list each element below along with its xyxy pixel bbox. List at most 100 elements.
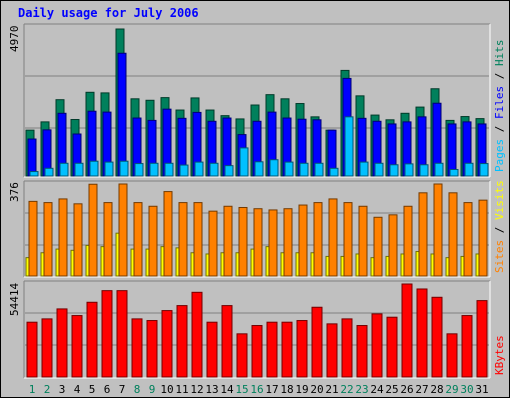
- x-tick-label: 31: [475, 383, 488, 396]
- sites-bar: [28, 200, 38, 277]
- sites-bar: [358, 205, 368, 277]
- legend-separator: /: [493, 66, 506, 86]
- pages-bar: [29, 171, 39, 177]
- sites-bar: [343, 202, 353, 277]
- sites-bar: [148, 205, 158, 277]
- pages-bar: [299, 162, 309, 177]
- pages-bar: [104, 161, 114, 177]
- sites-bar: [478, 199, 488, 277]
- pages-bar: [194, 161, 204, 177]
- kbytes-bar: [386, 316, 398, 378]
- x-tick-label: 11: [175, 383, 188, 396]
- kbytes-bar: [446, 333, 458, 378]
- kbytes-bar: [26, 321, 38, 378]
- sites-bar: [298, 204, 308, 277]
- y-max-label: 54414: [8, 283, 21, 316]
- kbytes-bar: [101, 290, 113, 378]
- chart-bars: [25, 28, 489, 378]
- sites-bar: [463, 202, 473, 277]
- pages-bar: [359, 161, 369, 177]
- kbytes-bar: [401, 283, 413, 378]
- files-bar: [27, 138, 37, 177]
- legend-pages: Pages: [493, 139, 506, 172]
- kbytes-bar: [56, 308, 68, 378]
- kbytes-bar: [371, 313, 383, 378]
- x-tick-label: 26: [400, 383, 413, 396]
- legend-separator: /: [493, 119, 506, 139]
- sites-bar: [223, 205, 233, 277]
- pages-bar: [224, 165, 234, 177]
- legend-kbytes: KBytes: [493, 335, 506, 375]
- pages-bar: [329, 167, 339, 177]
- kbytes-bar: [221, 305, 233, 378]
- sites-bar: [328, 198, 338, 277]
- pages-bar: [314, 162, 324, 177]
- pages-bar: [164, 162, 174, 177]
- x-tick-label: 13: [205, 383, 218, 396]
- sites-bar: [418, 192, 428, 277]
- kbytes-bar: [176, 305, 188, 378]
- kbytes-bar: [161, 310, 173, 378]
- sites-bar: [163, 191, 173, 277]
- x-tick-label: 21: [325, 383, 338, 396]
- pages-bar: [464, 162, 474, 177]
- y-max-label: 4970: [8, 26, 21, 53]
- x-tick-label: 1: [29, 383, 36, 396]
- kbytes-bar: [416, 288, 428, 378]
- x-tick-label: 6: [104, 383, 111, 396]
- sites-bar: [313, 202, 323, 277]
- kbytes-bar: [431, 296, 443, 378]
- pages-bar: [254, 161, 264, 177]
- legend: Sites / Visits: [493, 180, 506, 273]
- kbytes-bar: [131, 318, 143, 378]
- pages-bar: [44, 167, 54, 177]
- sites-bar: [88, 183, 98, 277]
- x-tick-label: 15: [235, 383, 248, 396]
- pages-bar: [134, 163, 144, 177]
- sites-bar: [433, 183, 443, 277]
- x-tick-label: 2: [44, 383, 51, 396]
- kbytes-bar: [281, 321, 293, 378]
- sites-bar: [193, 202, 203, 277]
- pages-bar: [389, 164, 399, 177]
- kbytes-bar: [116, 290, 128, 378]
- pages-bar: [119, 160, 129, 177]
- sites-bar: [133, 202, 143, 277]
- y-max-label: 376: [8, 182, 21, 202]
- kbytes-bar: [146, 320, 158, 378]
- sites-bar: [388, 214, 398, 277]
- x-tick-label: 9: [149, 383, 156, 396]
- legend-hits: Hits: [493, 40, 506, 67]
- sites-bar: [238, 206, 248, 277]
- x-tick-label: 25: [385, 383, 398, 396]
- sites-bar: [268, 209, 278, 277]
- sites-bar: [103, 202, 113, 277]
- pages-bar: [374, 162, 384, 177]
- sites-bar: [208, 210, 218, 277]
- kbytes-bar: [311, 306, 323, 378]
- sites-bar: [373, 216, 383, 277]
- sites-bar: [43, 202, 53, 277]
- kbytes-bar: [296, 320, 308, 378]
- x-tick-label: 8: [134, 383, 141, 396]
- kbytes-bar: [191, 291, 203, 378]
- x-tick-label: 19: [295, 383, 308, 396]
- sites-bar: [283, 208, 293, 277]
- pages-bar: [209, 162, 219, 177]
- kbytes-bar: [41, 318, 53, 378]
- pages-bar: [284, 161, 294, 177]
- legend-files: Files: [493, 86, 506, 119]
- pages-bar: [74, 162, 84, 177]
- x-tick-label: 22: [340, 383, 353, 396]
- x-tick-label: 16: [250, 383, 263, 396]
- legend-separator: /: [493, 220, 506, 240]
- kbytes-bar: [356, 325, 368, 378]
- files-bar: [117, 52, 127, 177]
- x-tick-label: 3: [59, 383, 66, 396]
- x-tick-label: 30: [460, 383, 473, 396]
- files-bar: [447, 123, 457, 177]
- x-tick-label: 7: [119, 383, 126, 396]
- sites-bar: [253, 208, 263, 277]
